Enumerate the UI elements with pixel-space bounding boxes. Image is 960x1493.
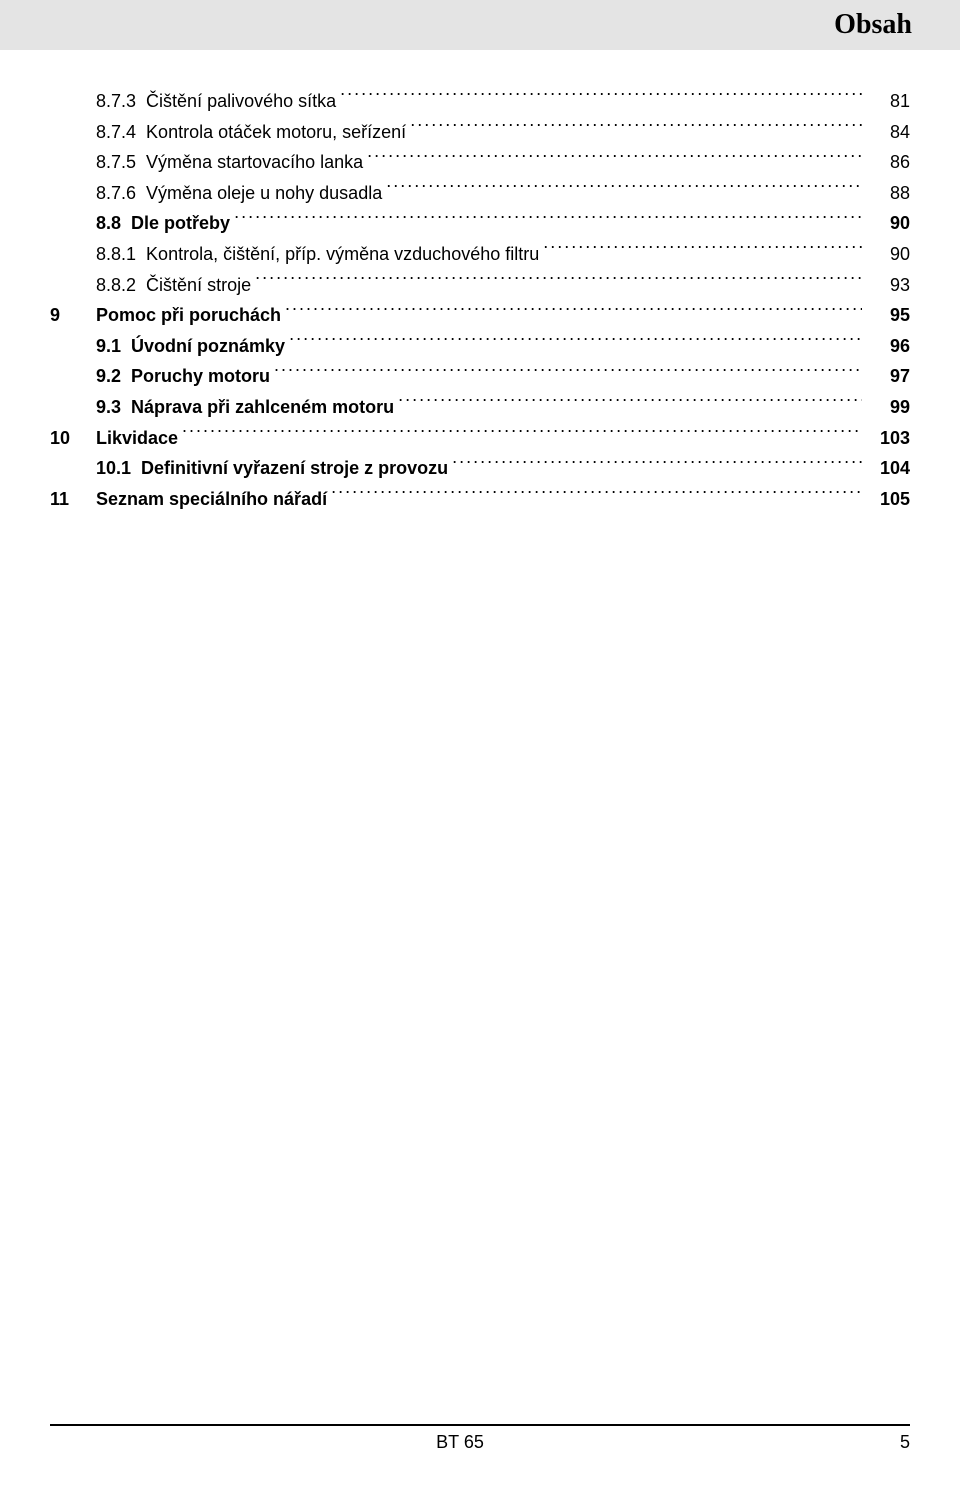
toc-section-number: 9.3 (96, 392, 131, 423)
toc-chapter-number: 9 (50, 300, 96, 331)
toc-entry-title: Čištění palivového sítka (146, 86, 336, 117)
toc-leader-dots (234, 210, 862, 230)
toc-entry-title: Poruchy motoru (131, 361, 270, 392)
toc-section-number: 9.1 (96, 331, 131, 362)
toc-section-number: 9.2 (96, 361, 131, 392)
footer-center-text: BT 65 (50, 1432, 870, 1453)
footer-rule (50, 1424, 910, 1426)
toc-entry-title: Výměna startovacího lanka (146, 147, 363, 178)
toc-page-number: 95 (866, 300, 910, 331)
toc-row: 10.1Definitivní vyřazení stroje z provoz… (50, 453, 910, 484)
toc-page-number: 96 (866, 331, 910, 362)
page-title: Obsah (834, 9, 912, 41)
toc-section-number: 8.8 (96, 208, 131, 239)
toc-page-number: 84 (866, 117, 910, 148)
toc-section-number: 8.8.1 (96, 239, 146, 270)
toc-leader-dots (367, 148, 862, 168)
toc-entry-title: Definitivní vyřazení stroje z provozu (141, 453, 448, 484)
toc-chapter-number: 10 (50, 423, 96, 454)
toc-page-number: 104 (866, 453, 910, 484)
toc-chapter-number: 11 (50, 484, 96, 515)
toc-entry-title: Čištění stroje (146, 270, 251, 301)
toc-leader-dots (331, 485, 862, 505)
toc-page-number: 97 (866, 361, 910, 392)
toc-section-number: 8.7.3 (96, 86, 146, 117)
toc-section-number: 8.7.4 (96, 117, 146, 148)
toc-page-number: 86 (866, 147, 910, 178)
toc-row: 9Pomoc při poruchách 95 (50, 300, 910, 331)
toc-leader-dots (340, 87, 862, 107)
toc-page-number: 93 (866, 270, 910, 301)
toc-page-number: 90 (866, 239, 910, 270)
toc-leader-dots (182, 424, 862, 444)
toc-page-number: 90 (866, 208, 910, 239)
table-of-contents: 8.7.3Čištění palivového sítka818.7.4Kont… (0, 56, 960, 514)
toc-section-number: 8.7.5 (96, 147, 146, 178)
toc-leader-dots (285, 301, 862, 321)
toc-page-number: 105 (866, 484, 910, 515)
toc-section-number: 8.7.6 (96, 178, 146, 209)
toc-entry-title: Úvodní poznámky (131, 331, 285, 362)
toc-entry-title: Pomoc při poruchách (96, 300, 281, 331)
toc-leader-dots (386, 179, 862, 199)
toc-row: 8.7.3Čištění palivového sítka 81 (50, 86, 910, 117)
toc-section-number: 10.1 (96, 453, 141, 484)
toc-page-number: 103 (866, 423, 910, 454)
toc-entry-title: Dle potřeby (131, 208, 230, 239)
toc-entry-title: Náprava při zahlceném motoru (131, 392, 394, 423)
toc-leader-dots (452, 454, 862, 474)
toc-row: 8.7.4Kontrola otáček motoru, seřízení 84 (50, 117, 910, 148)
footer-page-number: 5 (870, 1432, 910, 1453)
toc-leader-dots (255, 271, 862, 291)
toc-page-number: 99 (866, 392, 910, 423)
toc-section-number: 8.8.2 (96, 270, 146, 301)
toc-entry-title: Likvidace (96, 423, 178, 454)
toc-row: 8.8.2Čištění stroje 93 (50, 270, 910, 301)
toc-leader-dots (398, 393, 862, 413)
toc-page-number: 88 (866, 178, 910, 209)
toc-leader-dots (274, 363, 862, 383)
toc-row: 9.1Úvodní poznámky 96 (50, 331, 910, 362)
toc-row: 8.7.6Výměna oleje u nohy dusadla 88 (50, 178, 910, 209)
toc-row: 8.8.1Kontrola, čištění, příp. výměna vzd… (50, 239, 910, 270)
toc-entry-title: Seznam speciálního nářadí (96, 484, 327, 515)
toc-leader-dots (543, 240, 862, 260)
toc-entry-title: Kontrola, čištění, příp. výměna vzduchov… (146, 239, 539, 270)
page-footer: BT 65 5 (50, 1424, 910, 1453)
toc-entry-title: Výměna oleje u nohy dusadla (146, 178, 382, 209)
toc-leader-dots (289, 332, 862, 352)
toc-page-number: 81 (866, 86, 910, 117)
toc-row: 8.7.5Výměna startovacího lanka 86 (50, 147, 910, 178)
toc-leader-dots (410, 118, 862, 138)
toc-row: 9.3Náprava při zahlceném motoru 99 (50, 392, 910, 423)
toc-entry-title: Kontrola otáček motoru, seřízení (146, 117, 406, 148)
toc-row: 8.8Dle potřeby 90 (50, 208, 910, 239)
toc-row: 11Seznam speciálního nářadí 105 (50, 484, 910, 515)
header-band: Obsah (0, 0, 960, 50)
toc-row: 10Likvidace 103 (50, 423, 910, 454)
toc-row: 9.2Poruchy motoru 97 (50, 361, 910, 392)
